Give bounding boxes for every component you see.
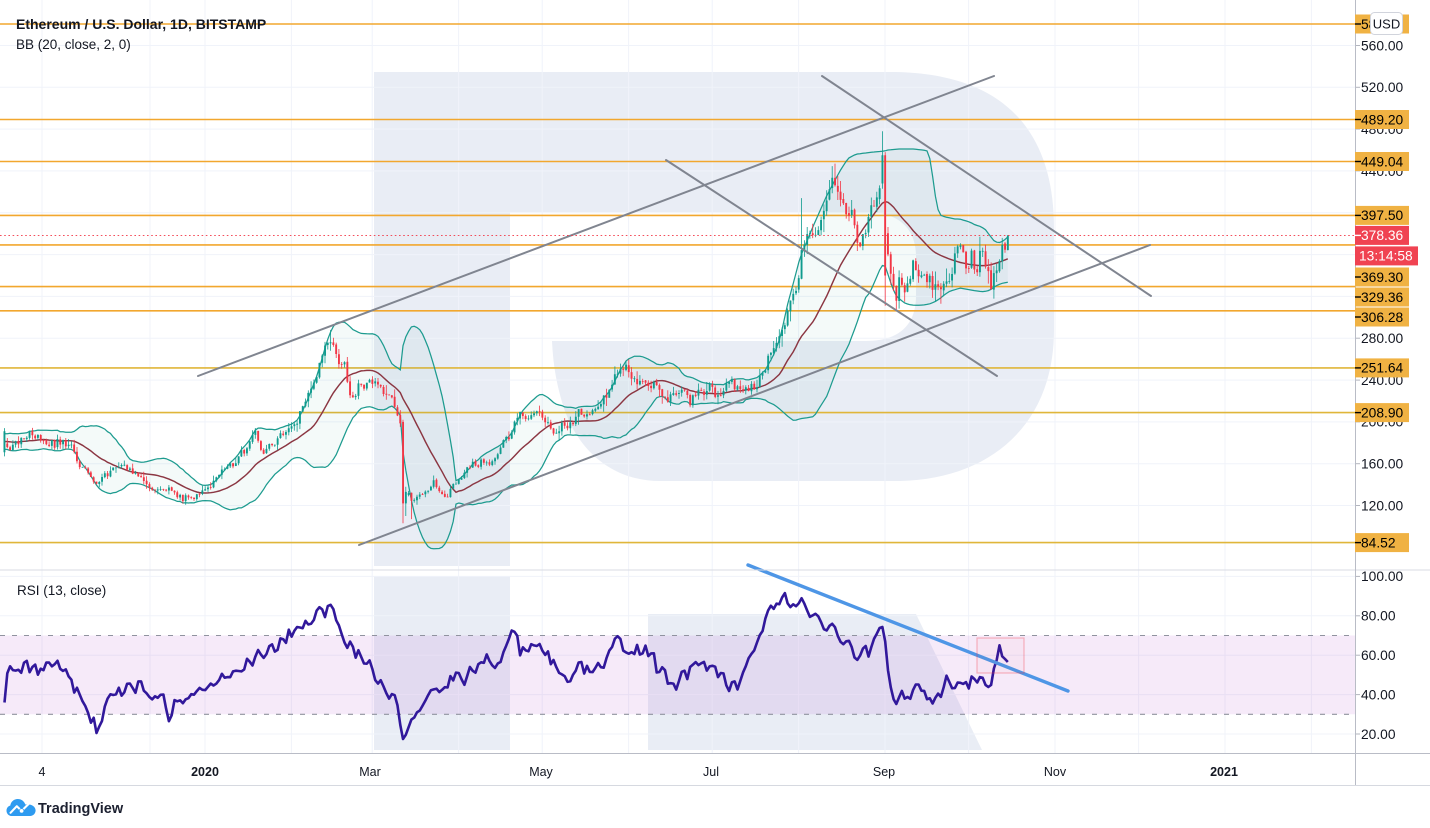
svg-text:306.28: 306.28 [1361, 310, 1404, 325]
svg-text:580.57: 580.57 [1361, 17, 1403, 32]
svg-text:Mar: Mar [359, 765, 381, 779]
svg-text:80.00: 80.00 [1361, 609, 1396, 624]
svg-text:Ethereum / U.S. Dollar, 1D, BI: Ethereum / U.S. Dollar, 1D, BITSTAMP [16, 16, 266, 32]
svg-text:378.36: 378.36 [1361, 228, 1404, 243]
svg-text:BB (20, close, 2, 0): BB (20, close, 2, 0) [16, 37, 131, 52]
svg-text:2021: 2021 [1210, 765, 1238, 779]
svg-text:489.20: 489.20 [1361, 112, 1404, 127]
svg-text:40.00: 40.00 [1361, 687, 1396, 702]
svg-text:251.64: 251.64 [1361, 361, 1404, 376]
svg-text:100.00: 100.00 [1361, 569, 1404, 584]
svg-text:4: 4 [39, 765, 46, 779]
svg-text:329.36: 329.36 [1361, 290, 1404, 305]
svg-text:2020: 2020 [191, 765, 219, 779]
svg-text:120.00: 120.00 [1361, 498, 1404, 513]
svg-text:May: May [529, 765, 553, 779]
svg-text:369.30: 369.30 [1361, 270, 1404, 285]
svg-text:13:14:58: 13:14:58 [1359, 249, 1413, 264]
svg-text:84.52: 84.52 [1361, 535, 1396, 550]
svg-text:560.00: 560.00 [1361, 38, 1404, 53]
svg-text:RSI (13, close): RSI (13, close) [17, 583, 106, 598]
svg-text:280.00: 280.00 [1361, 331, 1404, 346]
svg-text:Nov: Nov [1044, 765, 1067, 779]
svg-text:60.00: 60.00 [1361, 648, 1396, 663]
svg-text:449.04: 449.04 [1361, 154, 1404, 169]
svg-text:20.00: 20.00 [1361, 727, 1396, 742]
svg-text:TradingView: TradingView [38, 801, 124, 817]
svg-text:Jul: Jul [703, 765, 719, 779]
svg-text:160.00: 160.00 [1361, 457, 1404, 472]
svg-text:397.50: 397.50 [1361, 208, 1404, 223]
svg-text:Sep: Sep [873, 765, 895, 779]
svg-text:520.00: 520.00 [1361, 80, 1404, 95]
svg-text:USD: USD [1373, 17, 1400, 32]
svg-text:208.90: 208.90 [1361, 405, 1404, 420]
